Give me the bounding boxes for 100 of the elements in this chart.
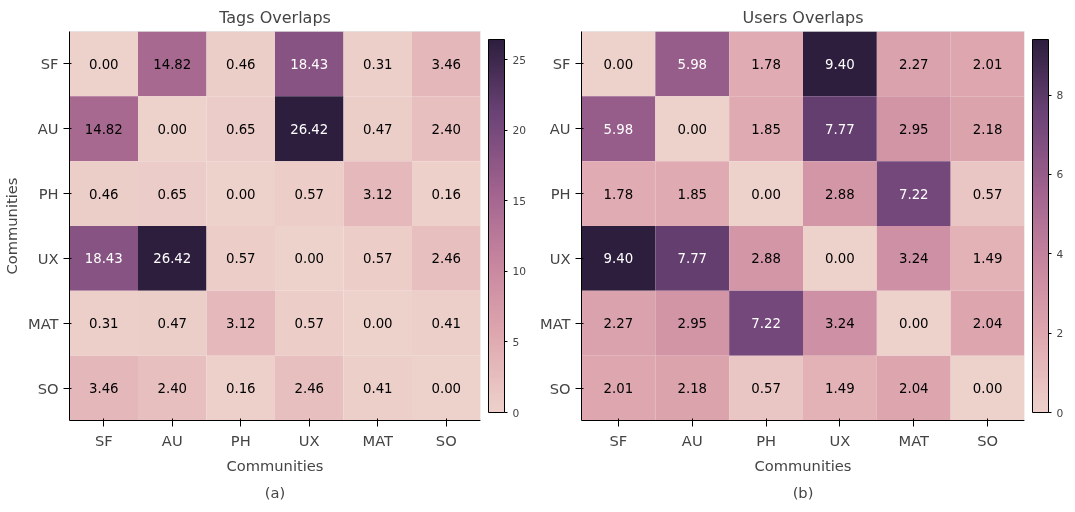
y-tick-label: MAT xyxy=(540,314,571,332)
x-tick-label: UX xyxy=(829,431,851,449)
x-tick-label: UX xyxy=(298,431,320,449)
data-label: 2.01 xyxy=(972,56,1003,72)
data-label: 0.00 xyxy=(157,121,188,137)
color-bar-label: 10 xyxy=(512,265,527,279)
data-label: 2.04 xyxy=(898,381,929,397)
data-label: 18.43 xyxy=(290,56,329,72)
data-label: 0.57 xyxy=(751,381,781,397)
y-tick-label: AU xyxy=(549,120,571,138)
data-label: 0.00 xyxy=(825,251,855,267)
color-bar-label: 0 xyxy=(512,406,520,420)
data-label: 9.40 xyxy=(825,56,855,72)
data-label: 0.00 xyxy=(972,381,1003,397)
y-tick-label: UX xyxy=(37,249,59,267)
data-label: 7.22 xyxy=(898,186,929,202)
data-label: 0.57 xyxy=(362,251,393,267)
data-label: 2.46 xyxy=(431,251,462,267)
data-label: 2.18 xyxy=(972,121,1003,137)
data-label: 2.40 xyxy=(157,381,188,397)
data-label: 0.47 xyxy=(157,316,188,332)
data-label: 5.98 xyxy=(677,56,708,72)
data-label: 0.31 xyxy=(362,56,393,72)
data-label: 7.77 xyxy=(825,121,855,137)
data-label: 2.95 xyxy=(677,316,708,332)
data-label: 0.57 xyxy=(972,186,1003,202)
x-axis-title: Communities xyxy=(754,456,852,474)
x-axis-title: Communities xyxy=(226,456,324,474)
data-label: 18.43 xyxy=(84,251,123,267)
data-label: 0.00 xyxy=(225,186,256,202)
x-tick-label: SF xyxy=(94,431,113,449)
x-tick-label: SF xyxy=(609,431,628,449)
x-tick-label: AU xyxy=(681,431,703,449)
y-tick-label: MAT xyxy=(28,314,59,332)
data-label: 2.46 xyxy=(294,381,325,397)
data-label: 0.65 xyxy=(157,186,188,202)
data-label: 0.41 xyxy=(362,381,393,397)
data-label: 2.04 xyxy=(972,316,1003,332)
chart-title: Users Overlaps xyxy=(742,7,864,27)
data-label: 0.00 xyxy=(677,121,708,137)
data-label: 0.00 xyxy=(88,56,119,72)
data-label: 0.47 xyxy=(362,121,393,137)
data-label: 26.42 xyxy=(153,251,192,267)
data-label: 2.95 xyxy=(898,121,929,137)
y-tick-label: UX xyxy=(549,249,571,267)
text: (a) xyxy=(264,483,286,501)
x-tick-label: AU xyxy=(161,431,183,449)
chart-title: Tags Overlaps xyxy=(218,7,331,27)
x-tick-label: MAT xyxy=(362,431,394,449)
color-bar-label: 4 xyxy=(1056,247,1064,261)
data-label: 3.24 xyxy=(898,251,929,267)
data-label: 0.00 xyxy=(362,316,393,332)
data-label: 2.88 xyxy=(825,186,855,202)
data-label: 1.85 xyxy=(751,121,781,137)
data-label: 0.00 xyxy=(898,316,929,332)
data-label: 14.82 xyxy=(153,56,192,72)
data-label: 0.46 xyxy=(225,56,256,72)
data-label: 5.98 xyxy=(603,121,634,137)
data-label: 1.78 xyxy=(751,56,781,72)
x-tick-label: MAT xyxy=(898,431,930,449)
data-label: 0.57 xyxy=(294,316,325,332)
data-label: 1.85 xyxy=(677,186,708,202)
color-bar-label: 8 xyxy=(1056,89,1064,103)
x-tick-label: PH xyxy=(756,431,777,449)
color-bar-label: 0 xyxy=(1056,406,1064,420)
y-tick-label: SF xyxy=(552,55,571,73)
data-label: 1.49 xyxy=(972,251,1003,267)
data-label: 3.12 xyxy=(225,316,256,332)
data-label: 9.40 xyxy=(603,251,634,267)
data-label: 1.49 xyxy=(825,381,855,397)
y-axis-title: Communities xyxy=(3,177,21,275)
color-bar-label: 15 xyxy=(512,194,527,208)
data-label: 2.01 xyxy=(603,381,634,397)
data-label: 3.46 xyxy=(88,381,119,397)
x-tick-label: PH xyxy=(230,431,251,449)
data-label: 0.00 xyxy=(751,186,781,202)
data-label: 26.42 xyxy=(290,121,329,137)
x-tick-label: SO xyxy=(435,431,457,449)
color-bar-label: 6 xyxy=(1056,168,1064,182)
color-bar-label: 25 xyxy=(512,53,527,67)
y-tick-label: SO xyxy=(37,379,59,397)
data-label: 7.77 xyxy=(677,251,708,267)
data-label: 0.46 xyxy=(88,186,119,202)
data-label: 0.16 xyxy=(431,186,462,202)
y-tick-label: AU xyxy=(37,120,59,138)
data-label: 0.00 xyxy=(294,251,325,267)
data-label: 14.82 xyxy=(84,121,123,137)
data-label: 2.18 xyxy=(677,381,708,397)
data-label: 0.00 xyxy=(603,56,634,72)
color-bar-label: 5 xyxy=(512,335,520,349)
color-bar-label: 20 xyxy=(512,124,527,138)
data-label: 2.27 xyxy=(603,316,634,332)
data-label: 3.12 xyxy=(362,186,393,202)
data-label: 0.00 xyxy=(431,381,462,397)
data-label: 1.78 xyxy=(603,186,634,202)
text: (b) xyxy=(792,483,814,501)
data-label: 2.88 xyxy=(751,251,781,267)
data-label: 3.24 xyxy=(825,316,855,332)
data-label: 2.27 xyxy=(898,56,929,72)
x-tick-label: SO xyxy=(977,431,999,449)
